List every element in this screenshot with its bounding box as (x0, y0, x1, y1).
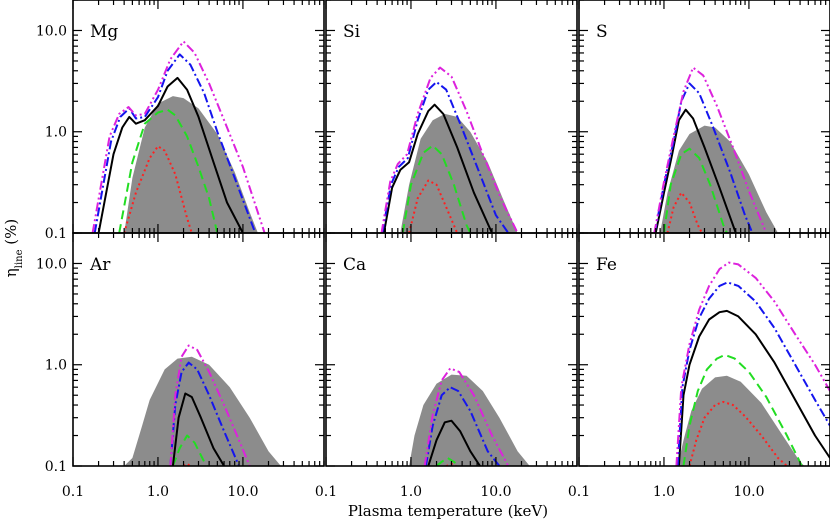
gray-band-area (660, 125, 778, 233)
gray-band-area (124, 96, 258, 233)
panel-plot-area (124, 344, 281, 466)
panel-label: S (596, 22, 608, 42)
x-tick-label: 1.0 (653, 484, 675, 500)
y-axis-label-unit: (%) (2, 219, 20, 250)
series-dashdotdot-magenta (380, 66, 519, 233)
series-dashdotdot-magenta (675, 261, 830, 466)
x-tick-label: 1.0 (400, 484, 422, 500)
series-dashed-green (171, 434, 209, 466)
panel-plot-area (409, 367, 530, 466)
series-dotted-red (688, 400, 788, 466)
y-tick-label: 1.0 (45, 125, 67, 141)
panel-label: Fe (596, 255, 617, 275)
panel-si: Si (325, 0, 578, 234)
series-dashed-green (682, 353, 803, 466)
gray-band-area (124, 356, 281, 466)
gray-band-area (409, 374, 530, 466)
y-tick-label: 10.0 (36, 23, 67, 39)
y-tick-labels: 0.1 1.0 10.0 0.1 1.0 10.0 (36, 23, 67, 475)
series-solid-black (677, 309, 830, 466)
x-tick-label: 10.0 (227, 484, 258, 500)
series-dashed-green (118, 108, 219, 233)
x-axis-label: Plasma temperature (keV) (348, 502, 548, 520)
x-tick-label: 0.1 (62, 484, 84, 500)
panel-label: Ar (89, 255, 111, 275)
panel-s: S (578, 0, 830, 234)
panel-ticks (325, 0, 578, 234)
y-tick-label: 0.1 (45, 459, 67, 475)
y-axis-label-sub: line (14, 249, 25, 268)
series-dashdotdot-magenta (423, 367, 510, 466)
series-solid-black (427, 419, 481, 466)
panel-fe: Fe (578, 232, 830, 467)
gray-band-area (677, 375, 805, 466)
series-dashdot-blue (424, 386, 501, 466)
panel-ticks (72, 0, 325, 234)
series-dashed-green (435, 457, 460, 466)
y-tick-label: 10.0 (36, 256, 67, 272)
series-dashdot-blue (169, 361, 240, 466)
x-tick-label: 0.1 (315, 484, 337, 500)
y-axis-label-main: η (2, 268, 20, 277)
series-dotted-red (123, 145, 193, 233)
y-tick-label: 1.0 (45, 358, 67, 374)
series-solid-black (382, 103, 493, 233)
y-axis-label: ηline (%) (2, 219, 25, 278)
panel-plot-area (653, 66, 778, 233)
gray-band-area (400, 113, 518, 233)
series-solid-black (97, 76, 244, 233)
panel-label: Si (343, 22, 361, 42)
x-tick-labels: 0.1 1.0 10.0 0.1 1.0 10.0 0.1 1.0 10.0 (62, 484, 765, 500)
series-solid-black (654, 108, 737, 233)
series-dashed-green (663, 147, 728, 233)
panel-plot-area (91, 40, 266, 233)
series-solid-black (171, 392, 225, 466)
series-dotted-red (666, 191, 703, 233)
series-dashdot-blue (676, 281, 830, 466)
panel-label: Ca (343, 255, 366, 275)
panel-ar: Ar (72, 232, 325, 467)
panel-mg: Mg (72, 0, 325, 234)
panel-plot-area (380, 66, 519, 233)
panel-plot-area (675, 261, 830, 466)
panel-label: Mg (90, 22, 118, 42)
panel-ticks (72, 232, 325, 467)
series-dashdotdot-magenta (169, 344, 251, 466)
x-tick-label: 10.0 (733, 484, 764, 500)
series-dashdotdot-magenta (653, 66, 768, 233)
x-tick-label: 0.1 (568, 484, 590, 500)
panel-ticks (578, 232, 830, 467)
panel-ca: Ca (325, 232, 578, 467)
y-tick-label: 0.1 (45, 226, 67, 242)
series-dashdotdot-magenta (91, 40, 266, 233)
x-tick-label: 10.0 (480, 484, 511, 500)
panel-ticks (325, 232, 578, 467)
series-dashdot-blue (381, 81, 510, 233)
series-dotted-red (408, 179, 459, 233)
x-tick-label: 1.0 (147, 484, 169, 500)
panel-grid: Mg Si S Ar Ca Fe (72, 0, 830, 467)
series-dashed-green (401, 144, 472, 233)
series-dashdot-blue (93, 53, 257, 233)
